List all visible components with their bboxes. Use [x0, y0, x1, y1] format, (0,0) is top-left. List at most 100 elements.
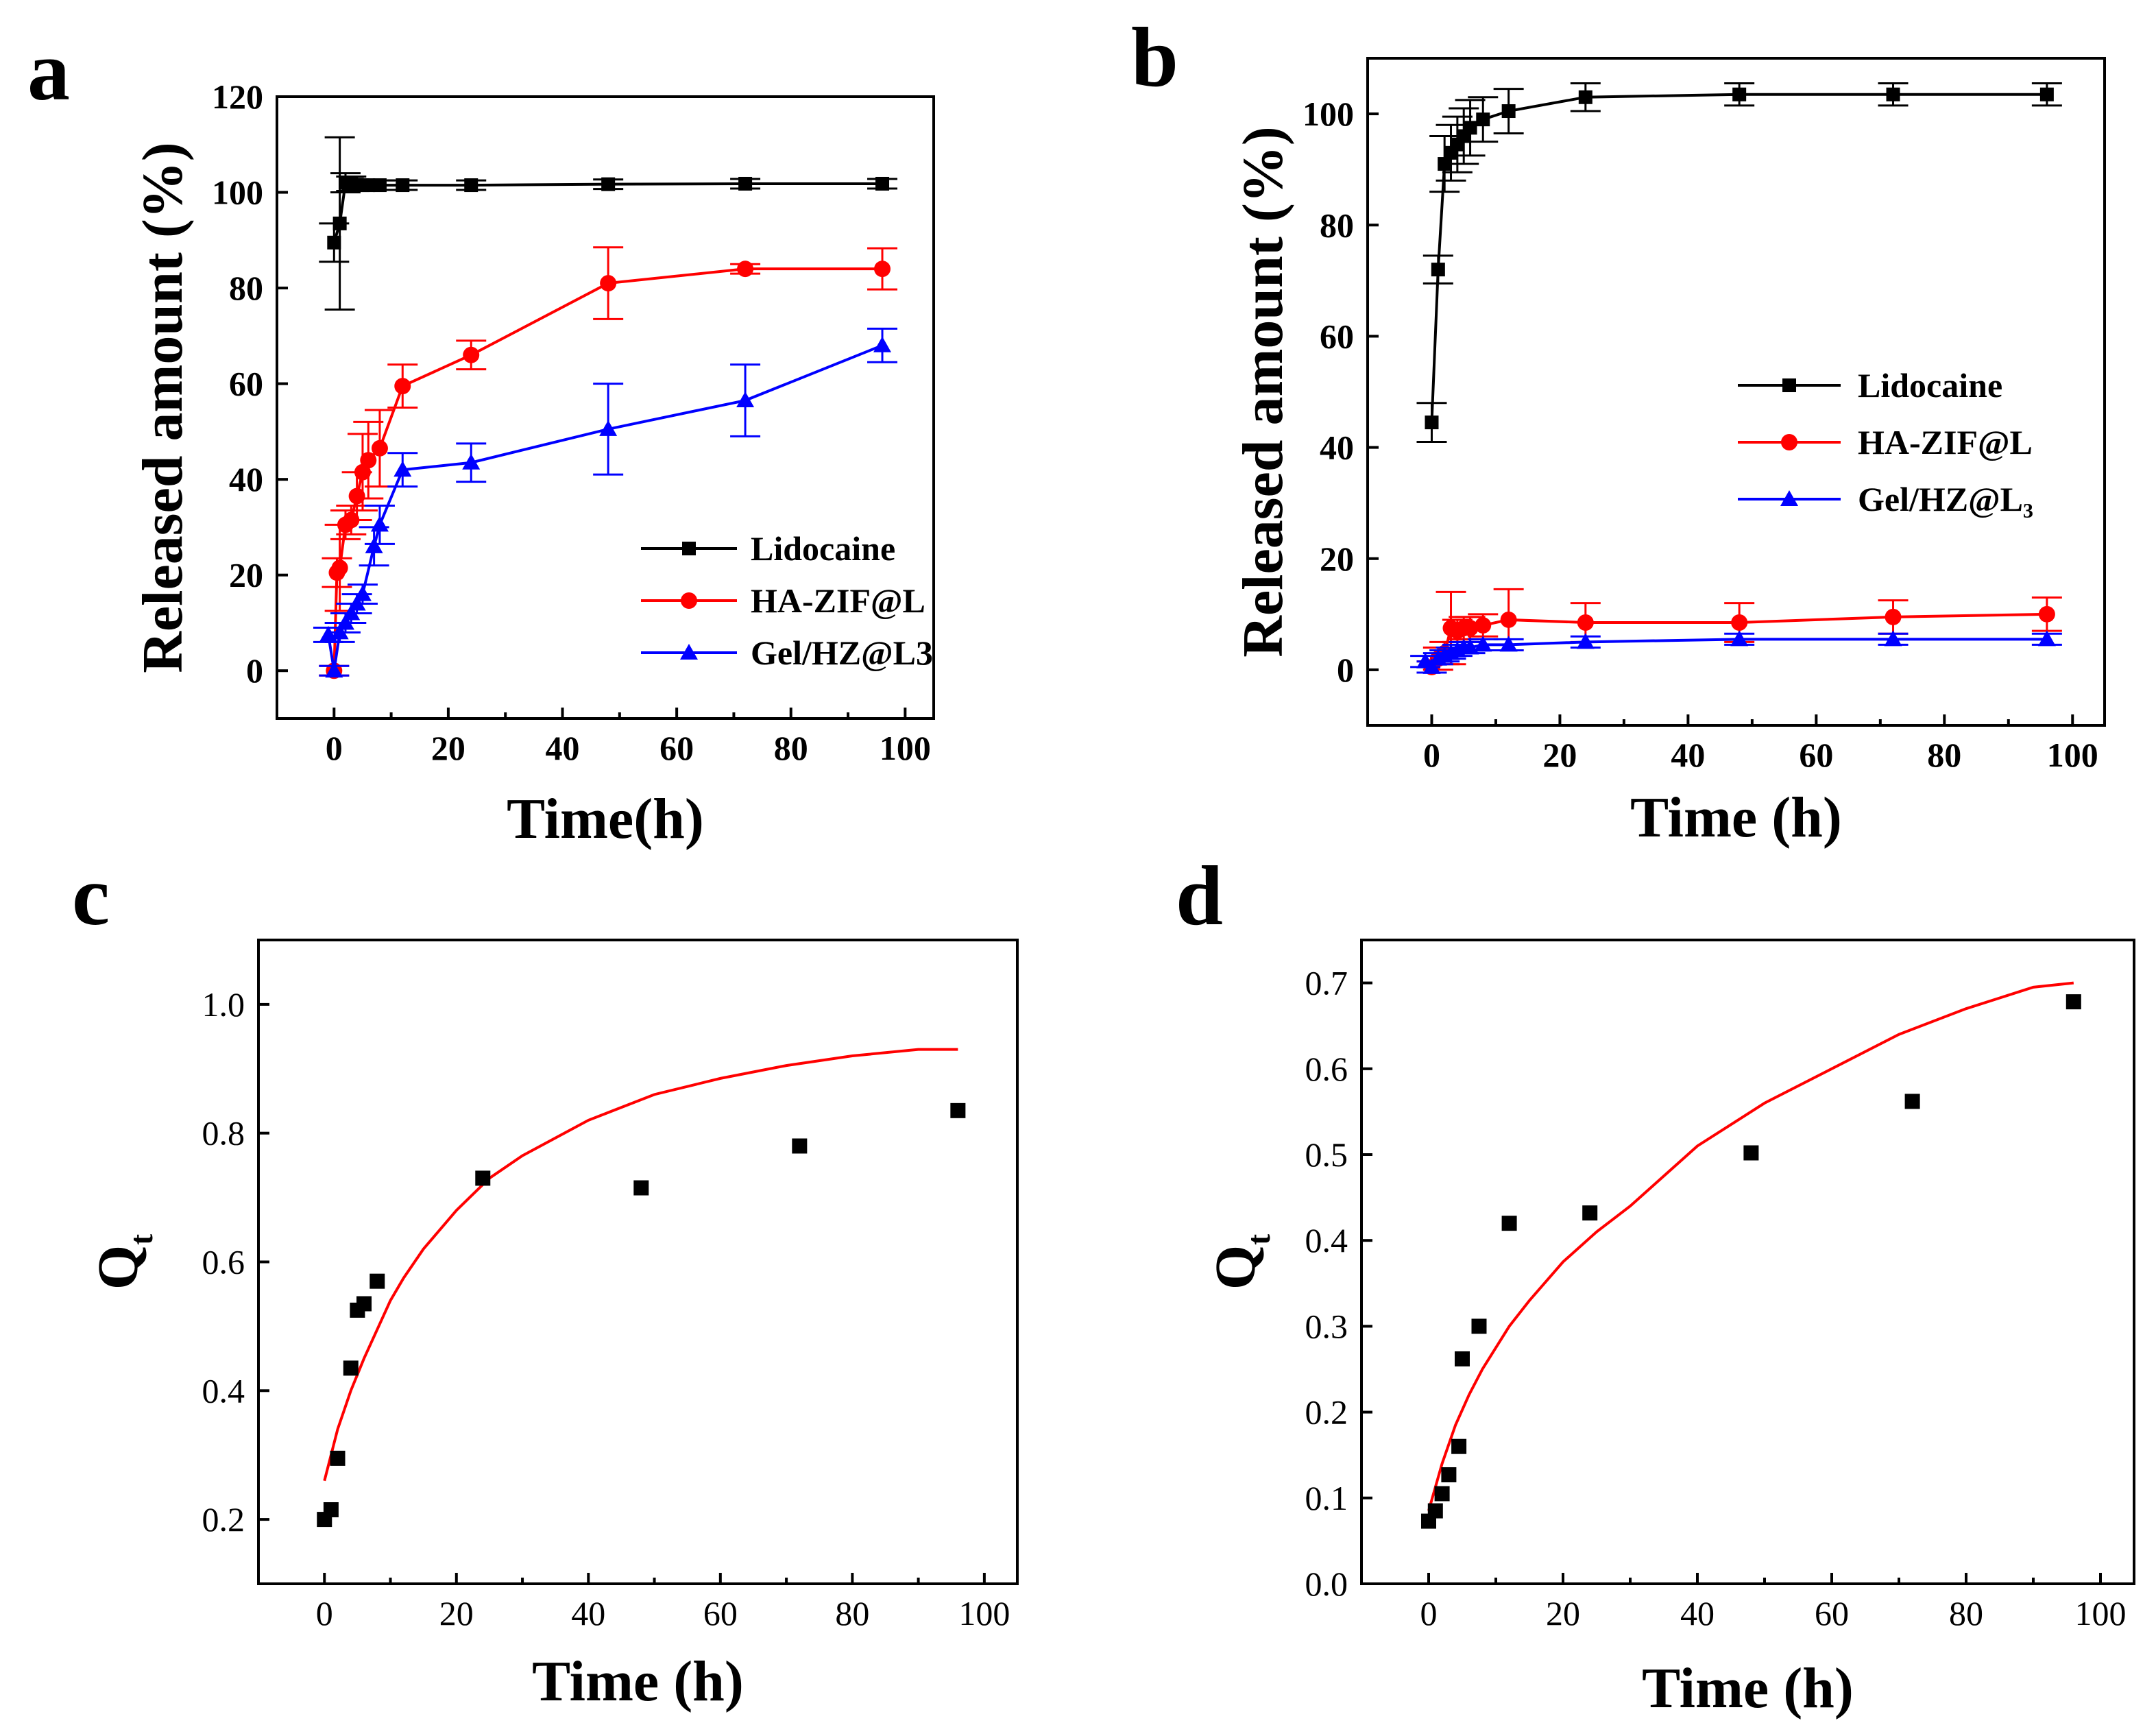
data-point: [601, 177, 616, 191]
y-tick-label: 0.6: [202, 1243, 245, 1281]
data-point: [738, 176, 753, 191]
data-point: [1578, 90, 1592, 104]
data-point: [1904, 1094, 1920, 1109]
data-point: [1475, 617, 1492, 634]
data-point: [393, 461, 412, 477]
x-tick-label: 20: [1546, 1594, 1580, 1632]
data-point: [1732, 87, 1747, 101]
data-point: [1471, 1318, 1487, 1334]
data-point: [365, 537, 383, 553]
y-tick-label: 0.0: [1305, 1565, 1348, 1603]
y-tick-label: 20: [229, 556, 263, 594]
data-point: [1743, 1145, 1759, 1161]
data-point: [1731, 614, 1748, 631]
legend-marker: [680, 644, 698, 660]
panel-letter: a: [27, 24, 70, 118]
data-point: [2066, 994, 2081, 1010]
y-tick-label: 40: [229, 460, 263, 498]
data-point: [348, 487, 365, 505]
x-axis-label: Time(h): [507, 787, 704, 851]
data-point: [1474, 636, 1492, 652]
panel-letter: c: [72, 849, 110, 943]
data-point: [370, 1273, 385, 1289]
series-line: [326, 343, 883, 671]
y-tick-label: 40: [1320, 429, 1354, 467]
legend-marker: [1781, 434, 1797, 450]
data-point: [353, 585, 372, 601]
legend-label: HA-ZIF@L: [751, 581, 925, 620]
data-point: [1884, 630, 1902, 647]
data-point: [331, 559, 348, 577]
y-tick-label: 0.3: [1305, 1307, 1348, 1345]
data-point: [1476, 112, 1490, 127]
data-point: [394, 378, 411, 395]
data-point: [1501, 1216, 1517, 1231]
data-point: [360, 452, 377, 469]
data-point: [1441, 1467, 1457, 1482]
data-point: [873, 336, 892, 352]
panel-letter: b: [1131, 10, 1178, 104]
data-point: [1422, 658, 1441, 674]
legend-label: Lidocaine: [751, 529, 895, 568]
legend-marker: [1780, 490, 1798, 506]
legend-marker: [682, 542, 696, 555]
y-tick-label: 0.2: [1305, 1393, 1348, 1432]
x-tick-label: 60: [659, 729, 694, 767]
data-point: [950, 1102, 966, 1118]
y-tick-label: 0.6: [1305, 1050, 1348, 1088]
series-Lidocaine: [1416, 82, 2062, 443]
y-axis-label-main: Released amount (%): [131, 142, 195, 673]
series-Gel/HZ@L3: [313, 327, 898, 678]
y-tick-label: 120: [212, 77, 263, 116]
data-point: [327, 235, 341, 250]
series-line: [332, 181, 883, 243]
y-tick-label: 0.8: [202, 1114, 245, 1153]
y-tick-label: 80: [1320, 206, 1354, 244]
data-point: [2039, 87, 2054, 101]
y-axis-label-subscript: t: [1241, 1234, 1277, 1245]
data-point: [1427, 1503, 1443, 1519]
x-tick-label: 0: [1423, 736, 1440, 774]
data-point: [1438, 157, 1452, 171]
y-axis-label: Qt: [86, 1234, 160, 1290]
data-point: [1730, 630, 1749, 647]
data-point: [370, 516, 389, 532]
y-tick-label: 0.2: [202, 1500, 245, 1539]
fit-curve: [1427, 981, 2074, 1512]
legend-label: HA-ZIF@L: [1858, 423, 2033, 461]
x-tick-label: 100: [958, 1594, 1010, 1632]
x-tick-label: 80: [1949, 1594, 1983, 1632]
legend-label: Gel/HZ@L₃: [1858, 480, 2033, 518]
data-point: [330, 1450, 346, 1466]
data-point: [464, 178, 479, 193]
series-HA-ZIF@L: [1416, 588, 2062, 675]
data-point: [361, 178, 376, 193]
data-point: [792, 1138, 808, 1154]
y-axis-label-subscript: t: [123, 1234, 160, 1245]
y-tick-label: 0: [246, 651, 263, 690]
data-point: [633, 1180, 649, 1196]
y-axis-label-main: Q: [1204, 1245, 1268, 1290]
data-point: [463, 346, 480, 363]
data-point: [2038, 605, 2055, 623]
x-tick-label: 40: [546, 729, 580, 767]
y-axis-label-main: Released amount (%): [1231, 126, 1295, 658]
data-point: [736, 391, 755, 408]
y-tick-label: 0.7: [1305, 964, 1348, 1002]
x-axis-label: Time (h): [1642, 1656, 1854, 1720]
y-axis-label: Qt: [1204, 1234, 1277, 1290]
y-tick-label: 0.4: [202, 1371, 245, 1410]
panel-letter: d: [1176, 849, 1223, 943]
y-axis-label: Released amount (%): [131, 142, 195, 673]
x-tick-label: 20: [431, 729, 465, 767]
legend-label: Lidocaine: [1858, 366, 2002, 405]
y-tick-label: 1.0: [202, 985, 245, 1024]
data-point: [599, 420, 618, 436]
data-point: [1431, 263, 1445, 277]
fit-curve: [323, 1048, 958, 1482]
x-tick-label: 40: [571, 1594, 605, 1632]
plot-frame: [1366, 57, 2106, 727]
chart-panel-b: 0 20 40 60 80 100 0 20 40 60 80 100 Time (h) Released…: [1131, 10, 2106, 849]
x-tick-label: 60: [703, 1594, 738, 1632]
data-point: [2037, 630, 2056, 647]
